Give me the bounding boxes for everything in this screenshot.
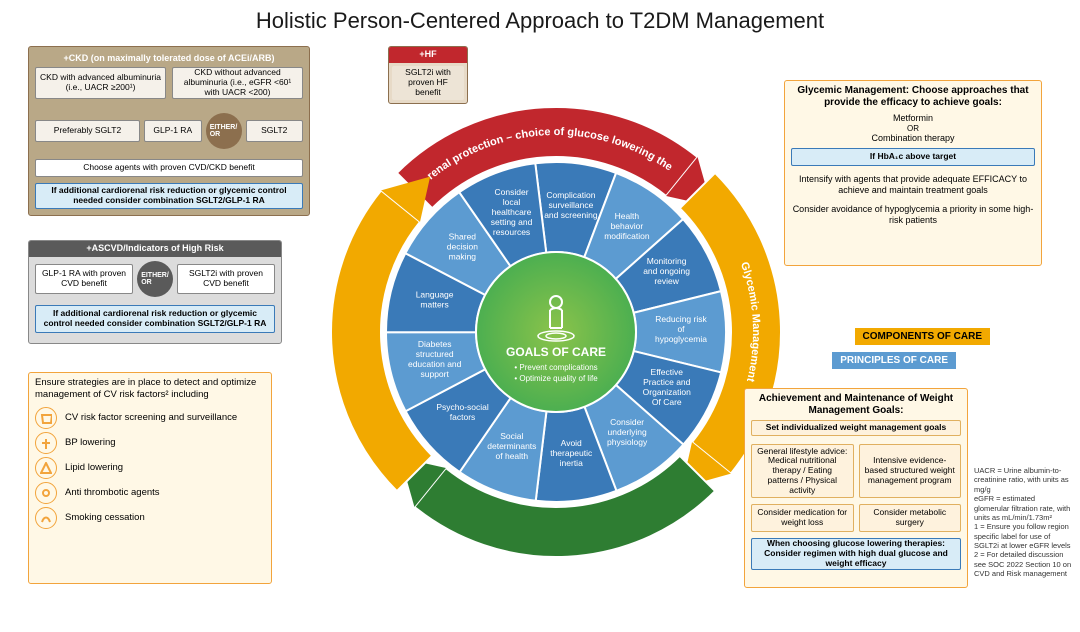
- principles-of-care-label: PRINCIPLES OF CARE: [832, 352, 956, 369]
- cv-item-label: BP lowering: [65, 437, 116, 448]
- ckd-row4: If additional cardiorenal risk reduction…: [35, 183, 303, 209]
- wt-row1: Set individualized weight management goa…: [751, 420, 961, 436]
- gly-header: Glycemic Management: Choose approaches t…: [791, 85, 1035, 109]
- ascvd-l: GLP-1 RA with proven CVD benefit: [35, 264, 133, 294]
- ckd-r2b: SGLT2: [246, 120, 304, 142]
- ascvd-header: +ASCVD/Indicators of High Risk: [29, 241, 281, 257]
- wt-header: Achievement and Maintenance of Weight Ma…: [751, 393, 961, 416]
- hf-header: +HF: [389, 47, 467, 63]
- svg-text:Complicationsurveillanceand sc: Complicationsurveillanceand screening: [544, 190, 598, 220]
- gly-d: Consider avoidance of hypoglycemia a pri…: [791, 204, 1035, 226]
- wt-row3: When choosing glucose lowering therapies…: [751, 538, 961, 570]
- svg-text:• Optimize quality of life: • Optimize quality of life: [514, 374, 598, 383]
- page-title: Holistic Person-Centered Approach to T2D…: [0, 8, 1080, 34]
- cv-items: CV risk factor screening and surveillanc…: [35, 407, 265, 529]
- wt-c1: General lifestyle advice: Medical nutrit…: [751, 444, 854, 498]
- cv-item-icon: [35, 457, 57, 479]
- cv-item-label: CV risk factor screening and surveillanc…: [65, 412, 237, 423]
- ckd-l2: Preferably SGLT2: [35, 120, 140, 142]
- cv-item-label: Anti thrombotic agents: [65, 487, 160, 498]
- svg-text:Considerunderlyingphysiology: Considerunderlyingphysiology: [607, 417, 648, 447]
- hf-body: SGLT2i with proven HF benefit: [392, 66, 464, 100]
- gly-b: Combination therapy: [791, 133, 1035, 144]
- ckd-either-or: EITHER/OR: [206, 113, 242, 149]
- ckd-l1: CKD with advanced albuminuria (i.e., UAC…: [35, 67, 166, 99]
- ascvd-row2: If additional cardiorenal risk reduction…: [35, 305, 275, 333]
- gly-or: OR: [791, 124, 1035, 134]
- cv-item-label: Smoking cessation: [65, 512, 145, 523]
- components-of-care-label: COMPONENTS OF CARE: [855, 328, 990, 345]
- cv-item-icon: [35, 507, 57, 529]
- ckd-r1: CKD without advanced albuminuria (i.e., …: [172, 67, 303, 99]
- weight-panel: Achievement and Maintenance of Weight Ma…: [744, 388, 968, 588]
- care-wheel: Cardio renal protection – choice of gluc…: [296, 72, 816, 592]
- gly-a: Metformin: [791, 113, 1035, 124]
- svg-text:Considerlocalhealthcaresetting: Considerlocalhealthcaresetting andresour…: [491, 187, 533, 237]
- cv-item-icon: [35, 432, 57, 454]
- ascvd-panel: +ASCVD/Indicators of High Risk GLP-1 RA …: [28, 240, 282, 344]
- gly-target: If HbA₁c above target: [791, 148, 1035, 166]
- ckd-row3: Choose agents with proven CVD/CKD benefi…: [35, 159, 303, 177]
- wt-c4: Consider metabolic surgery: [859, 504, 962, 532]
- ckd-header: +CKD (on maximally tolerated dose of ACE…: [35, 51, 303, 67]
- gly-c: Intensify with agents that provide adequ…: [791, 174, 1035, 196]
- cv-item-icon: [35, 482, 57, 504]
- svg-text:Languagematters: Languagematters: [416, 289, 454, 309]
- cv-item: CV risk factor screening and surveillanc…: [35, 407, 265, 429]
- svg-text:GOALS OF CARE: GOALS OF CARE: [506, 345, 606, 359]
- hf-panel: +HF SGLT2i with proven HF benefit: [388, 46, 468, 104]
- ascvd-r: SGLT2i with proven CVD benefit: [177, 264, 275, 294]
- cv-risk-panel: Ensure strategies are in place to detect…: [28, 372, 272, 584]
- wt-c3: Consider medication for weight loss: [751, 504, 854, 532]
- glycemic-panel: Glycemic Management: Choose approaches t…: [784, 80, 1042, 266]
- svg-text:• Prevent complications: • Prevent complications: [514, 363, 597, 372]
- footnotes: UACR = Urine albumin-to-creatinine ratio…: [974, 466, 1072, 579]
- svg-text:Shareddecisionmaking: Shareddecisionmaking: [447, 231, 478, 261]
- cv-item: Anti thrombotic agents: [35, 482, 265, 504]
- ascvd-either-or: EITHER/OR: [137, 261, 173, 297]
- ckd-r2a: GLP-1 RA: [144, 120, 202, 142]
- cv-intro: Ensure strategies are in place to detect…: [35, 377, 265, 401]
- cv-item-label: Lipid lowering: [65, 462, 123, 473]
- cv-item: BP lowering: [35, 432, 265, 454]
- cv-item-icon: [35, 407, 57, 429]
- ckd-panel: +CKD (on maximally tolerated dose of ACE…: [28, 46, 310, 216]
- wt-c2: Intensive evidence-based structured weig…: [859, 444, 962, 498]
- cv-item: Lipid lowering: [35, 457, 265, 479]
- cv-item: Smoking cessation: [35, 507, 265, 529]
